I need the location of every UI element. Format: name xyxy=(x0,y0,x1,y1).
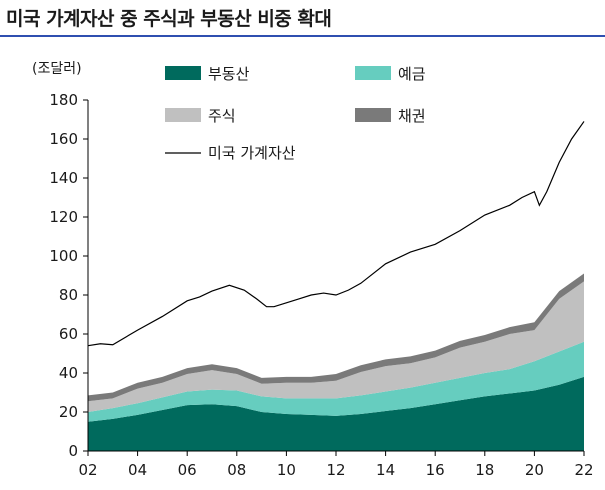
x-tick-label: 08 xyxy=(227,461,246,479)
legend-swatch xyxy=(165,108,201,122)
legend-label: 예금 xyxy=(398,65,426,83)
legend-label: 주식 xyxy=(208,107,236,125)
area-layer xyxy=(88,273,584,451)
chart-title: 미국 가계자산 중 주식과 부동산 비중 확대 xyxy=(6,8,332,30)
y-tick-label: 40 xyxy=(59,364,78,382)
total-assets-line xyxy=(87,121,585,347)
line-layer xyxy=(87,121,585,347)
legend-swatch xyxy=(355,108,391,122)
legend-swatch xyxy=(165,66,201,80)
legend-label: 부동산 xyxy=(208,65,250,83)
y-tick-label: 140 xyxy=(49,169,78,187)
x-tick-label: 04 xyxy=(128,461,147,479)
title-underline xyxy=(0,35,605,37)
y-axis-unit: (조달러) xyxy=(32,61,82,77)
x-tick-label: 22 xyxy=(574,461,593,479)
x-tick-label: 06 xyxy=(178,461,197,479)
area-series-bd80b3d9c0b0-0 xyxy=(88,376,584,451)
y-tick-label: 180 xyxy=(49,91,78,109)
y-tick-label: 80 xyxy=(59,286,78,304)
area-series-cc44ad8c-3 xyxy=(88,273,584,402)
y-tick-label: 160 xyxy=(49,130,78,148)
x-tick-label: 14 xyxy=(376,461,395,479)
y-tick-label: 20 xyxy=(59,403,78,421)
x-tick-label: 02 xyxy=(78,461,97,479)
legend-label: 채권 xyxy=(398,107,426,125)
x-tick-label: 10 xyxy=(277,461,296,479)
y-tick-label: 60 xyxy=(59,325,78,343)
y-tick-label: 0 xyxy=(68,442,78,460)
area-series-c608ae08-1 xyxy=(88,341,584,422)
y-tick-label: 100 xyxy=(49,247,78,265)
area-series-c8fcc2dd-2 xyxy=(88,281,584,412)
y-tick-label: 120 xyxy=(49,208,78,226)
legend-swatch xyxy=(355,66,391,80)
x-tick-label: 16 xyxy=(426,461,445,479)
x-tick-label: 20 xyxy=(525,461,544,479)
legend-label: 미국 가계자산 xyxy=(208,144,296,162)
axes: 0 20 40 60 80 100 120 140 160 180 02 04 06 08 10 12 14 16… xyxy=(32,61,594,479)
x-tick-label: 12 xyxy=(326,461,345,479)
x-tick-label: 18 xyxy=(475,461,494,479)
